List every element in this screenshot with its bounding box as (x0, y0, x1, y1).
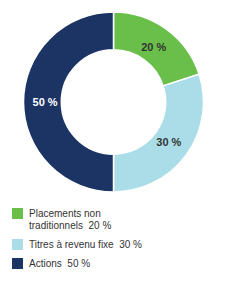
chart-container: 20 % 30 % 50 % Placements nontraditionnels … (0, 0, 227, 302)
slice (114, 12, 200, 86)
chart: 20 % 30 % 50 % Placements nontraditionnels … (0, 0, 227, 302)
legend-label-line: traditionnels 20 % (29, 220, 111, 231)
legend-item: Placements nontraditionnels 20 % (12, 208, 111, 231)
legend-item: Titres à revenu fixe 30 % (12, 239, 142, 250)
data-label: 20 % (141, 41, 166, 53)
data-label: 50 % (33, 96, 58, 108)
legend-item: Actions 50 % (12, 258, 90, 269)
slice (114, 74, 204, 192)
legend-swatch (12, 208, 23, 219)
slice (24, 12, 114, 192)
legend-swatch (12, 258, 23, 269)
pie-group: 20 % 30 % 50 % (24, 12, 204, 192)
legend-label: Titres à revenu fixe 30 % (29, 239, 142, 250)
legend-label: Actions 50 % (29, 258, 90, 269)
legend-label-line: Actions 50 % (29, 258, 90, 269)
legend-swatch (12, 239, 23, 250)
legend-label-line: Placements non (29, 208, 101, 219)
legend-label: Placements nontraditionnels 20 % (29, 208, 111, 231)
data-label: 30 % (156, 136, 181, 148)
legend: Placements nontraditionnels 20 % Titres à… (12, 208, 142, 269)
legend-label-line: Titres à revenu fixe 30 % (29, 239, 142, 250)
